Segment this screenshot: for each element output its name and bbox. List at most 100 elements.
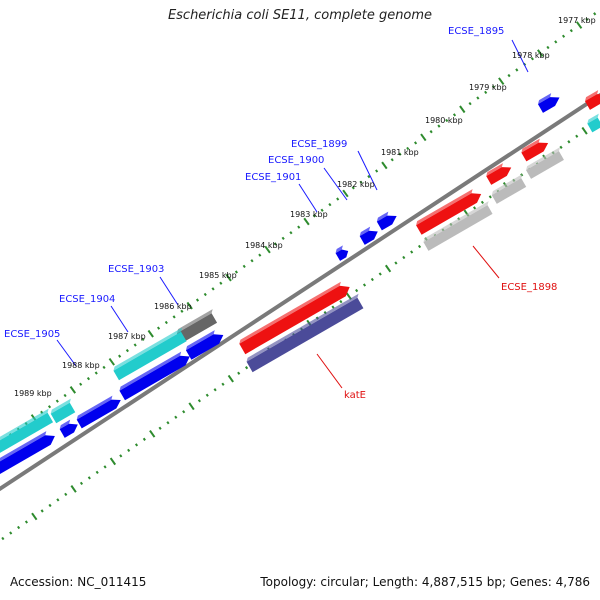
gene-features[interactable] [0,88,600,479]
gene-blue-1906-body[interactable] [0,431,58,479]
tick-mark [452,113,457,117]
gene-katE-bevel [239,281,341,344]
tick-mark [186,301,193,310]
gene-labels[interactable]: ECSE_1895 ECSE_1899 ECSE_1900 ECSE_1901 ECSE… [4,26,557,401]
gene-cyan-small-body[interactable] [50,402,76,424]
tick-mark [47,405,52,409]
tick-mark [336,197,340,201]
gene-blue-small[interactable] [58,418,80,438]
gene-red-small-1[interactable] [520,136,551,162]
kbp-label: 1979 kbp [469,83,507,92]
gene-purple-katE-body[interactable] [246,297,364,373]
gene-label-ECSE_1900[interactable]: ECSE_1900 [268,155,324,166]
gene-cyan-edge-body[interactable] [587,117,600,133]
leader-line [472,245,500,279]
gene-blue-1903-body[interactable] [185,330,226,360]
tick-mark [328,203,332,207]
tick-mark [158,426,162,430]
tick-mark [367,174,371,179]
backbone-line [0,92,600,492]
gene-ECSE_1901-body[interactable] [335,247,351,261]
gene-ECSE_1905[interactable] [0,408,56,458]
gene-label-ECSE_1898[interactable]: ECSE_1898 [501,282,557,293]
gene-blue-1906[interactable] [0,429,58,479]
tick-mark [213,388,217,392]
gene-blue-1905-body[interactable] [76,396,124,429]
gene-cyan-edge[interactable] [586,113,600,133]
gene-ECSE_1898[interactable] [415,187,484,235]
gene-ECSE_1895[interactable] [536,91,562,113]
gene-ECSE_1904-body[interactable] [113,331,187,381]
gene-ECSE_1905-body[interactable] [0,412,54,458]
tick-mark [103,465,107,469]
gene-ECSE_1904-bevel [113,327,183,371]
gene-purple-katE[interactable] [245,293,366,373]
kbp-label: 1977 kbp [558,16,596,25]
gene-ECSE_1903[interactable] [175,309,219,343]
gene-ECSE_1900-body[interactable] [359,227,381,245]
kbp-label: 1984 kbp [245,241,283,250]
gene-label-ECSE_1904[interactable]: ECSE_1904 [59,294,115,305]
tick-mark [289,231,293,235]
gene-ECSE_1901[interactable] [334,245,350,261]
gene-red-small-2-body[interactable] [486,163,514,185]
gene-gray-1[interactable] [525,147,567,179]
gene-blue-1904-body[interactable] [119,352,192,401]
gene-label-katE[interactable]: katE [344,390,366,401]
tick-mark [384,264,392,273]
tick-mark [445,118,449,123]
gene-ECSE_1895-right[interactable] [583,88,600,110]
tick-mark [102,365,106,370]
gene-ECSE_1895-body[interactable] [537,93,562,113]
gene-cyan-edge-bevel [587,113,599,124]
label-leaders [56,39,529,389]
tick-mark [491,85,496,89]
gene-blue-1905[interactable] [75,393,124,429]
gene-blue-1903[interactable] [184,328,226,360]
gene-ECSE_1899[interactable] [375,209,399,231]
tick-mark [64,492,68,497]
gene-ECSE_1895-right-body[interactable] [584,90,600,110]
gene-ECSE_1903-body[interactable] [176,313,218,343]
gene-ECSE_1898-bevel [416,189,473,226]
gene-blue-1904[interactable] [118,349,193,401]
gene-label-ECSE_1899[interactable]: ECSE_1899 [291,139,347,150]
tick-mark [297,225,301,229]
tick-mark [420,133,427,142]
gene-gray-2-body[interactable] [491,178,527,204]
tick-mark [342,189,349,198]
gene-ECSE_1900[interactable] [358,225,380,245]
gene-katE-body[interactable] [239,282,352,355]
gene-ECSE_1903-bevel [176,309,213,334]
tick-mark [86,377,91,381]
gene-label-ECSE_1901[interactable]: ECSE_1901 [245,172,301,183]
tick-mark [331,305,335,309]
tick-mark [575,134,579,138]
tick-mark [31,512,38,521]
tick-mark [569,29,573,33]
gene-gray-1898-body[interactable] [423,205,493,251]
gene-label-ECSE_1903[interactable]: ECSE_1903 [108,264,164,275]
gene-red-small-1-body[interactable] [521,139,550,162]
gene-cyan-small[interactable] [49,398,78,424]
tick-track-outer [1,12,597,443]
gene-ECSE_1904[interactable] [112,327,189,381]
gene-gray-1-body[interactable] [526,151,564,179]
tick-mark [225,273,232,282]
tick-mark [69,386,77,394]
gene-ECSE_1899-body[interactable] [376,212,399,231]
gene-gray-1898[interactable] [422,201,495,251]
tick-mark [133,343,137,347]
gene-blue-small-body[interactable] [59,420,81,438]
gene-katE[interactable] [238,279,353,355]
kbp-label: 1981 kbp [381,148,419,157]
tick-mark [593,12,597,16]
tick-mark [303,217,310,226]
gene-red-small-2[interactable] [485,161,514,185]
gene-gray-2[interactable] [490,174,529,204]
gene-label-ECSE_1905[interactable]: ECSE_1905 [4,329,60,340]
gene-label-ECSE_1895[interactable]: ECSE_1895 [448,26,504,37]
gene-ECSE_1898-body[interactable] [416,189,484,235]
tick-mark [398,152,402,156]
